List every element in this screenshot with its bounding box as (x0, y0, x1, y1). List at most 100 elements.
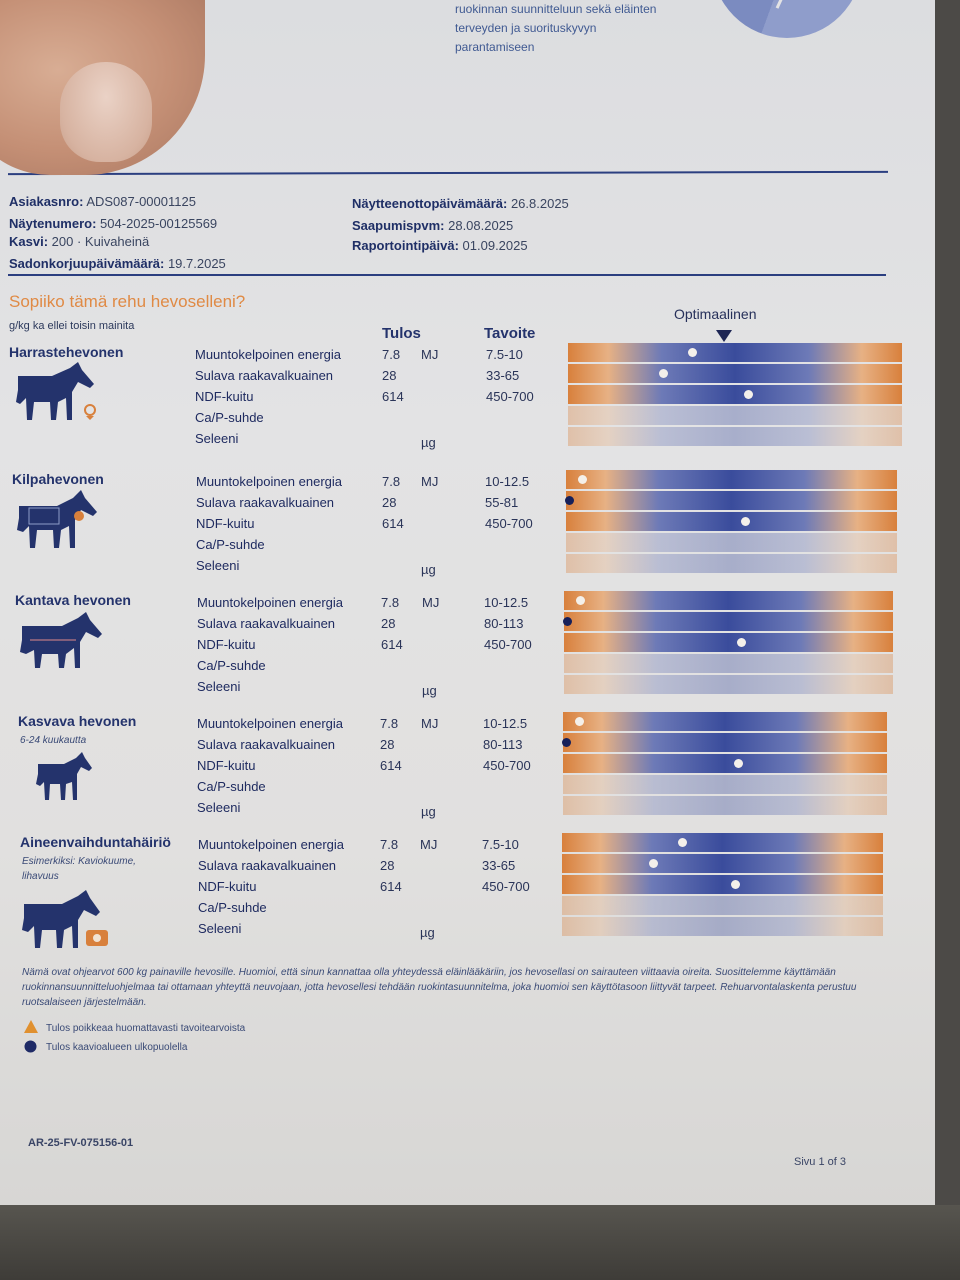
target-value: 450-700 (483, 758, 531, 773)
range-bar (564, 591, 893, 610)
category-subtitle: 6-24 kuukautta (20, 735, 87, 746)
units-note: g/kg ka ellei toisin mainita (9, 320, 135, 332)
legend-warning: Tulos poikkeaa huomattavasti tavoitearvo… (46, 1023, 246, 1034)
result-value: 614 (380, 879, 402, 894)
header-rule-bottom (8, 274, 886, 276)
result-marker-dot (733, 759, 743, 768)
sample-number: Näytenumero: 504-2025-00125569 (9, 216, 218, 231)
result-value: 614 (382, 389, 404, 404)
pie-chart-graphic (712, 0, 862, 38)
result-marker-dot (677, 838, 687, 847)
optimal-arrow-icon (716, 330, 732, 342)
warning-icon (24, 1020, 38, 1033)
category-name: Kasvava hevonen (18, 713, 137, 729)
target-value: 10-12.5 (485, 474, 530, 489)
target-value: 450-700 (482, 879, 530, 894)
sampling-date: Näytteenottopäivämäärä: 26.8.2025 (352, 196, 569, 211)
result-value: 614 (380, 758, 402, 773)
document-code: AR-25-FV-075156-01 (28, 1137, 134, 1149)
target-value: 33-65 (482, 858, 516, 873)
range-bar (562, 854, 883, 873)
range-bar (568, 406, 902, 425)
range-bar (562, 917, 883, 936)
nutrient-label: Ca/P-suhde (196, 537, 265, 552)
range-bar (562, 896, 883, 915)
range-bar (564, 633, 893, 652)
marker-outside-dot (562, 738, 571, 747)
result-marker-dot (744, 390, 754, 399)
range-bar (564, 612, 893, 631)
range-bar (562, 833, 883, 852)
customer-number: Asiakasnro: ADS087-00001125 (9, 194, 196, 209)
nutrient-label: Muuntokelpoinen energia (198, 837, 344, 852)
target-value: 10-12.5 (484, 595, 529, 610)
range-bar (566, 533, 897, 552)
intro-line: ruokinnan suunnitteluun sekä eläinten (455, 2, 657, 16)
target-value: 450-700 (484, 637, 532, 652)
disclaimer-notes: Nämä ovat ohjearvot 600 kg painaville he… (22, 967, 857, 1008)
range-bar (568, 343, 902, 362)
nutrient-label: Ca/P-suhde (197, 779, 266, 794)
result-value: 7.8 (382, 347, 401, 362)
range-bar (566, 491, 897, 510)
range-bar (563, 796, 887, 815)
nutrient-label: Seleeni (195, 431, 239, 446)
unit-label: MJ (421, 347, 439, 362)
horse-icon (20, 612, 102, 668)
nutrient-label: NDF-kuitu (197, 758, 256, 773)
nutrient-label: Sulava raakavalkuainen (197, 616, 336, 631)
marker-outside-dot (563, 617, 572, 626)
nutrient-label: Muuntokelpoinen energia (197, 595, 343, 610)
crop: Kasvi: 200 · Kuivaheinä (9, 234, 150, 249)
target-value: 7.5-10 (482, 837, 519, 852)
report-date: Raportointipäivä: 01.09.2025 (352, 238, 528, 253)
nutrient-label: Seleeni (198, 921, 242, 936)
category-name: Aineenvaihduntahäiriö (20, 834, 171, 850)
range-bar (568, 427, 902, 446)
page-number: Sivu 1 of 3 (794, 1156, 846, 1168)
range-bar (564, 675, 893, 694)
nutrient-label: Muuntokelpoinen energia (196, 474, 342, 489)
nutrient-label: Ca/P-suhde (195, 410, 264, 425)
range-bar (568, 385, 902, 404)
result-marker-dot (575, 596, 585, 605)
nutrient-label: Seleeni (196, 558, 240, 573)
range-bar (563, 712, 887, 731)
nutrient-label: NDF-kuitu (198, 879, 257, 894)
result-value: 7.8 (380, 837, 399, 852)
section-title: Sopiiko tämä rehu hevoselleni? (9, 292, 246, 311)
nutrient-label: Sulava raakavalkuainen (197, 737, 336, 752)
unit-label: µg (421, 435, 436, 450)
target-value: 55-81 (485, 495, 519, 510)
result-value: 28 (380, 737, 395, 752)
nutrient-label: NDF-kuitu (196, 516, 255, 531)
nutrient-label: Sulava raakavalkuainen (195, 368, 334, 383)
result-value: 614 (382, 516, 404, 531)
nutrient-label: Muuntokelpoinen energia (197, 716, 343, 731)
result-marker-dot (578, 475, 587, 484)
target-value: 450-700 (485, 516, 533, 531)
unit-label: MJ (421, 474, 439, 489)
outside-dot-icon (24, 1040, 37, 1053)
nutrient-label: NDF-kuitu (195, 389, 254, 404)
intro-text: ruokinnan suunnitteluun sekä eläinten te… (455, 0, 656, 57)
target-value: 450-700 (486, 389, 534, 404)
result-value: 28 (382, 368, 397, 383)
result-value: 7.8 (381, 595, 400, 610)
nutrient-label: NDF-kuitu (197, 637, 256, 652)
range-bar (564, 654, 893, 673)
unit-label: µg (420, 925, 435, 940)
range-bar (566, 470, 897, 489)
intro-line: terveyden ja suorituskyvyn (455, 21, 597, 35)
result-marker-dot (740, 517, 750, 526)
unit-label: µg (422, 683, 437, 698)
range-bar (566, 554, 897, 573)
header-rule-top (7, 170, 889, 176)
result-marker-dot (574, 717, 584, 726)
range-bar (566, 512, 897, 531)
target-value: 80-113 (484, 616, 524, 631)
horse-icon (22, 890, 108, 948)
column-header-target: Tavoite (484, 325, 536, 342)
result-value: 28 (380, 858, 395, 873)
unit-label: µg (421, 562, 436, 577)
